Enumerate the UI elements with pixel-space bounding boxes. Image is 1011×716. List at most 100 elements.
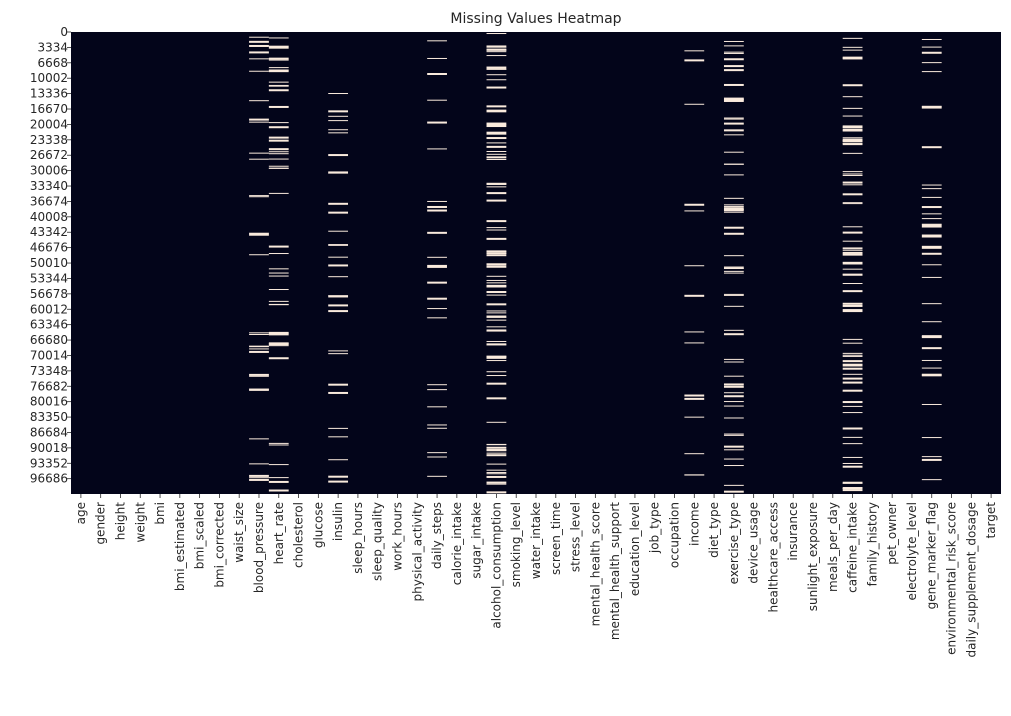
- missing-cell: [268, 442, 289, 444]
- missing-cell: [268, 345, 289, 347]
- missing-cell: [921, 347, 942, 350]
- missing-cell: [486, 252, 507, 254]
- missing-cell: [842, 367, 863, 370]
- missing-cell: [486, 86, 507, 89]
- missing-cell: [486, 397, 507, 400]
- missing-cell: [723, 417, 744, 419]
- x-tick-label: bmi: [153, 502, 167, 525]
- missing-cell: [486, 186, 507, 188]
- missing-cell: [842, 248, 863, 250]
- missing-cell: [249, 254, 269, 256]
- missing-cell: [268, 333, 289, 336]
- missing-cell: [842, 49, 863, 51]
- x-tick-label: glucose: [311, 502, 325, 548]
- missing-cell: [723, 270, 744, 272]
- x-tick-label: mental_health_support: [608, 502, 622, 640]
- missing-cell: [328, 93, 349, 95]
- missing-cell: [842, 84, 863, 87]
- missing-cell: [842, 57, 863, 60]
- missing-cell: [486, 491, 507, 494]
- missing-cell: [723, 361, 744, 363]
- missing-cell: [249, 70, 269, 72]
- y-tick-label: 50010: [30, 256, 68, 270]
- x-tick-label: alcohol_consumption: [489, 502, 503, 629]
- missing-cell: [328, 310, 349, 313]
- missing-cell: [486, 182, 507, 185]
- x-tick-label: family_history: [865, 502, 879, 586]
- missing-cell: [486, 483, 507, 485]
- missing-cell: [486, 49, 507, 51]
- missing-cell: [328, 110, 349, 113]
- missing-cell: [486, 124, 507, 128]
- missing-cell: [921, 71, 942, 73]
- missing-cell: [486, 279, 507, 281]
- missing-cell: [268, 59, 289, 61]
- missing-cell: [723, 122, 744, 125]
- missing-cell: [486, 254, 507, 257]
- missing-cell: [842, 203, 863, 205]
- missing-cell: [842, 487, 863, 490]
- missing-cell: [684, 294, 705, 297]
- missing-cell: [268, 136, 289, 139]
- missing-cell: [249, 388, 269, 391]
- missing-cell: [486, 229, 507, 231]
- y-tick-label: 46676: [30, 241, 68, 255]
- missing-cell: [723, 45, 744, 47]
- y-tick-label: 40008: [30, 210, 68, 224]
- missing-cell: [268, 167, 289, 169]
- missing-cell: [268, 245, 289, 248]
- missing-cell: [842, 489, 863, 492]
- missing-cell: [486, 375, 507, 377]
- missing-cell: [328, 475, 349, 478]
- missing-cell: [249, 348, 269, 350]
- missing-cell: [842, 143, 863, 146]
- y-tick-label: 0: [60, 25, 68, 39]
- missing-cell: [723, 174, 744, 176]
- missing-cell: [842, 273, 863, 276]
- missing-cell: [268, 268, 289, 270]
- missing-cell: [486, 285, 507, 288]
- missing-cell: [427, 317, 447, 319]
- missing-cell: [486, 55, 507, 57]
- missing-cell: [486, 326, 507, 328]
- missing-cell: [921, 437, 942, 439]
- x-tick-label: occupation: [668, 502, 682, 568]
- missing-cell: [842, 443, 863, 445]
- missing-cell: [268, 67, 289, 69]
- missing-cell: [268, 45, 289, 49]
- missing-cell: [723, 97, 744, 99]
- missing-cell: [684, 265, 705, 267]
- x-tick-label: pet_owner: [885, 502, 899, 565]
- missing-cell: [268, 477, 289, 479]
- missing-column-income: [684, 50, 705, 476]
- missing-cell: [486, 329, 507, 332]
- missing-cell: [427, 264, 447, 268]
- missing-cell: [842, 240, 863, 242]
- missing-cell: [268, 151, 289, 153]
- missing-cell: [268, 148, 289, 151]
- missing-cell: [842, 46, 863, 48]
- missing-cell: [427, 297, 447, 300]
- missing-cell: [921, 245, 942, 249]
- missing-column-insulin: [328, 93, 349, 483]
- missing-cell: [249, 463, 269, 465]
- missing-cell: [921, 146, 942, 149]
- x-tick-label: blood_pressure: [252, 502, 266, 593]
- missing-cell: [249, 40, 269, 43]
- missing-cell: [249, 345, 269, 347]
- missing-cell: [723, 197, 744, 199]
- missing-cell: [328, 115, 349, 117]
- missing-cell: [328, 436, 349, 438]
- missing-cell: [427, 73, 447, 75]
- x-tick-label: work_hours: [390, 502, 404, 571]
- missing-cell: [268, 84, 289, 86]
- missing-cell: [427, 389, 447, 391]
- missing-cell: [684, 210, 705, 212]
- missing-cell: [921, 51, 942, 54]
- x-tick-label: cholesterol: [292, 502, 306, 568]
- x-tick-label: sleep_hours: [351, 502, 365, 574]
- x-tick-label: stress_level: [569, 502, 583, 572]
- missing-cell: [486, 153, 507, 155]
- x-tick-label: water_intake: [529, 502, 543, 579]
- x-tick-label: sunlight_exposure: [806, 502, 820, 611]
